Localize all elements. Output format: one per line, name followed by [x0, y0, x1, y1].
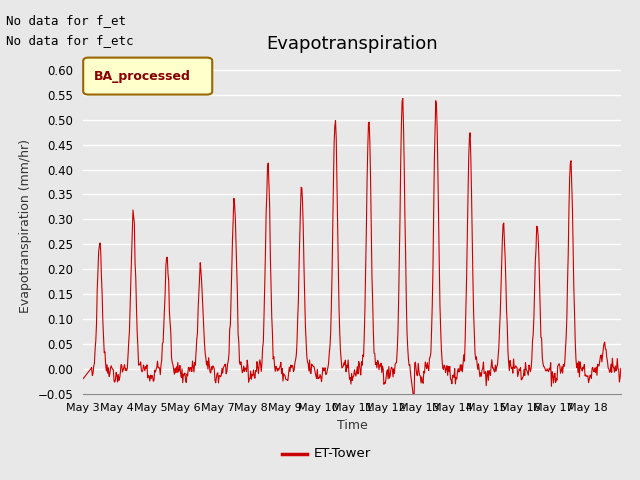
Text: No data for f_et: No data for f_et: [6, 14, 127, 27]
Text: ET-Tower: ET-Tower: [314, 447, 371, 460]
X-axis label: Time: Time: [337, 419, 367, 432]
Text: No data for f_etc: No data for f_etc: [6, 34, 134, 47]
FancyBboxPatch shape: [83, 58, 212, 95]
Text: BA_processed: BA_processed: [94, 70, 191, 83]
Title: Evapotranspiration: Evapotranspiration: [266, 35, 438, 53]
Y-axis label: Evapotranspiration (mm/hr): Evapotranspiration (mm/hr): [19, 139, 32, 312]
